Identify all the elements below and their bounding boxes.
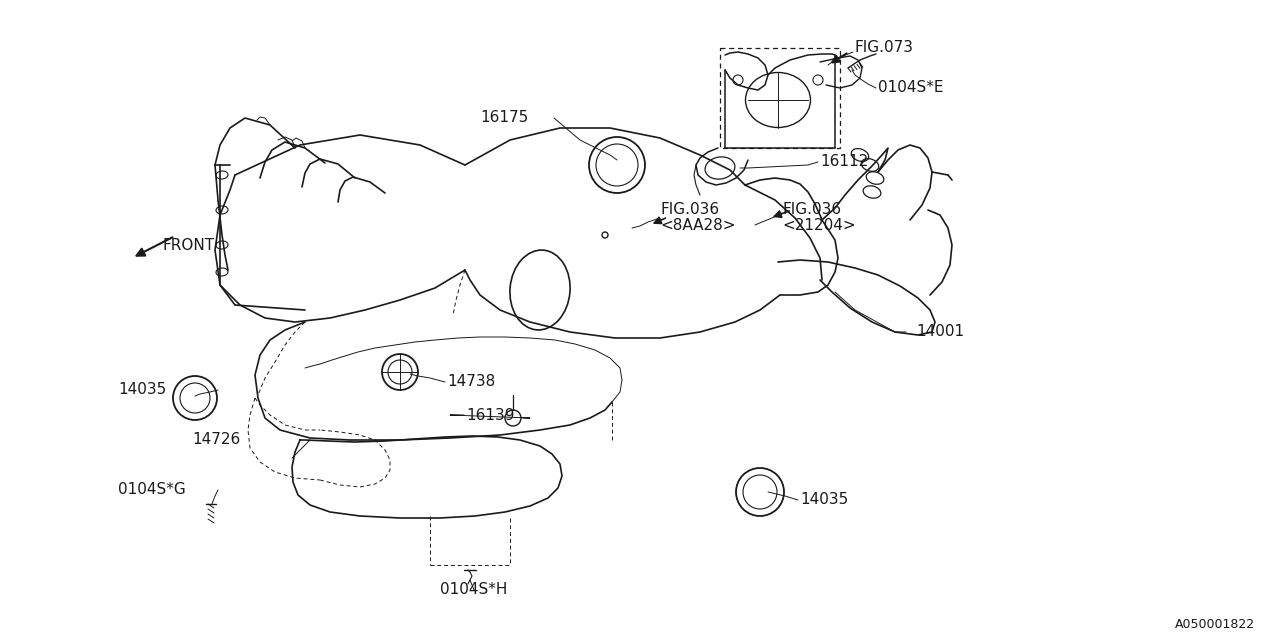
Text: 16139: 16139 (466, 408, 515, 422)
Text: <21204>: <21204> (782, 218, 855, 232)
Text: 14035: 14035 (118, 383, 166, 397)
Text: FIG.036: FIG.036 (782, 202, 841, 218)
Text: 14726: 14726 (192, 433, 241, 447)
Text: <8AA28>: <8AA28> (660, 218, 736, 232)
Text: A050001822: A050001822 (1175, 618, 1254, 632)
Text: 14001: 14001 (916, 324, 964, 339)
Text: FRONT: FRONT (163, 237, 215, 253)
Text: FIG.036: FIG.036 (660, 202, 719, 218)
Text: 14738: 14738 (447, 374, 495, 390)
Text: 0104S*E: 0104S*E (878, 81, 943, 95)
Text: 14035: 14035 (800, 493, 849, 508)
Text: 0104S*G: 0104S*G (118, 483, 186, 497)
Text: 16175: 16175 (480, 111, 529, 125)
Text: FIG.073: FIG.073 (855, 40, 914, 56)
Text: 0104S*H: 0104S*H (440, 582, 507, 598)
Circle shape (602, 232, 608, 238)
Text: 16112: 16112 (820, 154, 868, 170)
